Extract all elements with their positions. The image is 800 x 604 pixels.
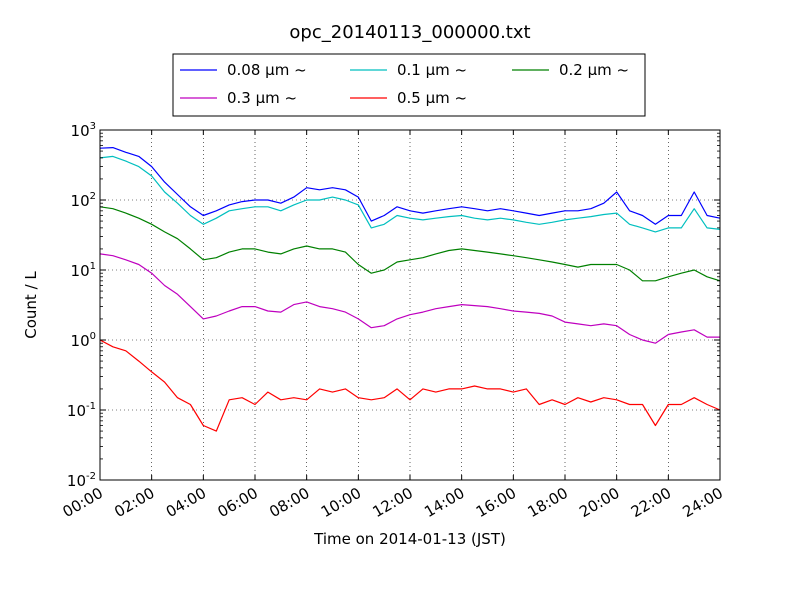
series-line-1 [99,155,721,233]
legend-label-4: 0.5 µm ~ [397,89,467,107]
series-line-3 [99,253,720,344]
legend-box [172,53,646,117]
series-line-2 [99,206,721,282]
series-layer [99,147,721,432]
legend-label-0: 0.08 µm ~ [227,61,307,79]
y-tick-label: 101 [71,261,96,280]
series-line-4 [99,339,721,432]
y-tick-labels: 10-2 10-1 100 101 102 103 [67,121,96,490]
legend-label-2: 0.2 µm ~ [559,61,629,79]
x-axis-label: Time on 2014-01-13 (JST) [313,530,506,548]
y-tick-label: 10-1 [67,401,96,420]
series-line-0 [99,147,721,225]
y-tick-label: 10-2 [67,471,96,490]
y-axis-label: Count / L [22,271,40,339]
legend-label-3: 0.3 µm ~ [227,89,297,107]
legend-label-1: 0.1 µm ~ [397,61,467,79]
axis-ticks [99,129,721,481]
legend: 0.08 µm ~ 0.1 µm ~ 0.2 µm ~ 0.3 µm ~ 0.5 µm … [172,53,646,117]
y-tick-label: 100 [71,331,96,350]
chart-title: opc_20140113_000000.txt [289,22,530,43]
y-tick-label: 102 [71,191,96,210]
grid-lines [100,130,720,480]
y-tick-label: 103 [71,121,96,140]
